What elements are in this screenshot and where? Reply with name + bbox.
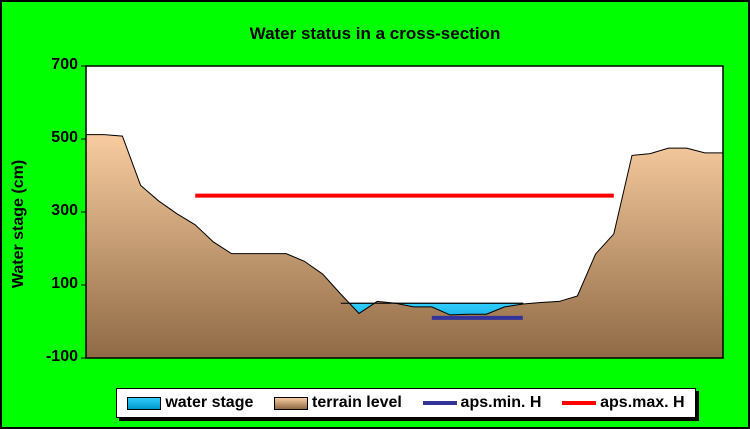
- aps-min-swatch: [422, 401, 457, 405]
- y-tick-label: 100: [51, 275, 78, 292]
- y-tick-label: 500: [51, 129, 78, 146]
- terrain-level-area: [86, 134, 723, 358]
- legend-item-aps-min: aps.min. H: [422, 394, 542, 412]
- y-tick-label: 300: [51, 202, 78, 219]
- legend-label-terrain-level: terrain level: [312, 394, 402, 411]
- chart-title: Water status in a cross-section: [249, 24, 501, 43]
- legend-item-terrain-level: terrain level: [274, 394, 402, 412]
- legend-item-water-stage: water stage: [127, 394, 253, 412]
- terrain-level-outline: [86, 134, 723, 316]
- legend-label-aps-min: aps.min. H: [460, 394, 542, 411]
- y-axis-label: Water stage (cm): [10, 159, 27, 289]
- aps-max-swatch: [562, 401, 597, 405]
- y-tick-label: 700: [51, 56, 78, 73]
- legend-label-aps-max: aps.max. H: [600, 394, 685, 411]
- water-stage-swatch: [127, 396, 162, 410]
- legend-item-aps-max: aps.max. H: [562, 394, 685, 412]
- legend: water stage terrain level aps.min. H aps…: [116, 388, 696, 418]
- y-tick-label: -100: [45, 348, 78, 365]
- legend-label-water-stage: water stage: [165, 394, 254, 411]
- terrain-level-swatch: [274, 396, 309, 410]
